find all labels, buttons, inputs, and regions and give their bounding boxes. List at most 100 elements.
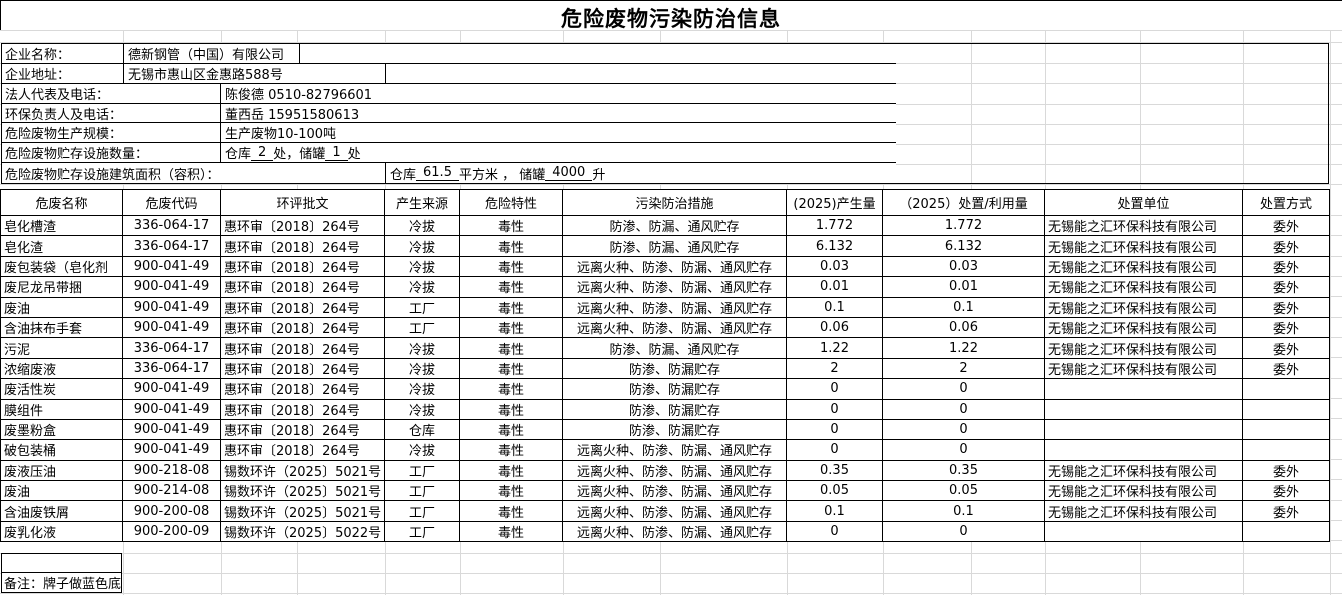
cell-source[interactable]: 仓库 bbox=[384, 418, 460, 441]
cell-approval[interactable]: 锡数环许（2025〕5022号 bbox=[220, 520, 385, 543]
cell-method[interactable] bbox=[1242, 520, 1330, 543]
cell-measures[interactable]: 远离火种、防渗、防漏、通风贮存 bbox=[562, 316, 787, 339]
cell-code[interactable]: 900-041-49 bbox=[122, 255, 221, 278]
cell-produced[interactable]: 0.05 bbox=[786, 480, 883, 502]
cell-code[interactable]: 900-041-49 bbox=[122, 398, 221, 420]
cell-approval[interactable]: 惠环审〔2018〕264号 bbox=[220, 337, 385, 359]
cell-measures[interactable]: 远离火种、防渗、防漏、通风贮存 bbox=[562, 520, 787, 543]
cell-hazard[interactable]: 毒性 bbox=[459, 316, 563, 339]
cell-approval[interactable]: 惠环审〔2018〕264号 bbox=[220, 214, 385, 237]
cell-hazard[interactable]: 毒性 bbox=[459, 357, 563, 380]
cell-unit[interactable]: 无锡能之汇环保科技有限公司 bbox=[1044, 316, 1243, 339]
cell-produced[interactable]: 0 bbox=[786, 418, 883, 441]
cell-method[interactable] bbox=[1242, 439, 1330, 461]
cell-disposed[interactable]: 1.22 bbox=[882, 337, 1045, 359]
cell-disposed[interactable]: 0 bbox=[882, 398, 1045, 420]
legal-representative-value[interactable]: 陈俊德 0510-82796601 bbox=[225, 87, 373, 103]
cell-source[interactable]: 工厂 bbox=[384, 480, 460, 502]
cell-source[interactable]: 冷拔 bbox=[384, 357, 460, 380]
cell-produced[interactable]: 0.06 bbox=[786, 316, 883, 339]
cell-unit[interactable]: 无锡能之汇环保科技有限公司 bbox=[1044, 357, 1243, 380]
cell-disposed[interactable]: 1.772 bbox=[882, 214, 1045, 237]
cell-source[interactable]: 工厂 bbox=[384, 296, 460, 318]
cell-name[interactable]: 废液压油 bbox=[0, 459, 123, 482]
cell-approval[interactable]: 惠环审〔2018〕264号 bbox=[220, 357, 385, 380]
cell-hazard[interactable]: 毒性 bbox=[459, 500, 563, 522]
cell-hazard[interactable]: 毒性 bbox=[459, 520, 563, 543]
cell-approval[interactable]: 惠环审〔2018〕264号 bbox=[220, 439, 385, 461]
production-scale-value[interactable]: 生产废物10-100吨 bbox=[225, 127, 337, 143]
cell-measures[interactable]: 防渗、防漏贮存 bbox=[562, 357, 787, 380]
cell-unit[interactable]: 无锡能之汇环保科技有限公司 bbox=[1044, 459, 1243, 482]
cell-approval[interactable]: 惠环审〔2018〕264号 bbox=[220, 316, 385, 339]
cell-produced[interactable]: 0.01 bbox=[786, 276, 883, 298]
cell-produced[interactable]: 0.1 bbox=[786, 296, 883, 318]
cell-approval[interactable]: 锡数环许（2025〕5021号 bbox=[220, 480, 385, 502]
cell-measures[interactable]: 防渗、防漏、通风贮存 bbox=[562, 235, 787, 257]
cell-measures[interactable]: 防渗、防漏、通风贮存 bbox=[562, 337, 787, 359]
cell-source[interactable]: 冷拔 bbox=[384, 235, 460, 257]
cell-name[interactable]: 浓缩废液 bbox=[0, 357, 123, 380]
cell-code[interactable]: 900-041-49 bbox=[122, 296, 221, 318]
cell-approval[interactable]: 惠环审〔2018〕264号 bbox=[220, 296, 385, 318]
cell-name[interactable]: 废尼龙吊带捆 bbox=[0, 276, 123, 298]
cell-hazard[interactable]: 毒性 bbox=[459, 276, 563, 298]
cell-code[interactable]: 900-214-08 bbox=[122, 480, 221, 502]
cell-disposed[interactable]: 0 bbox=[882, 520, 1045, 543]
cell-code[interactable]: 900-218-08 bbox=[122, 459, 221, 482]
storage-area-value[interactable]: 仓库 61.5 平方米 ， 储罐 4000 升 bbox=[386, 163, 896, 183]
cell-disposed[interactable]: 0.1 bbox=[882, 296, 1045, 318]
cell-name[interactable]: 含油废铁屑 bbox=[0, 500, 123, 522]
company-address-value[interactable]: 无锡市惠山区金惠路588号 bbox=[124, 63, 386, 83]
company-name-value[interactable]: 德新钢管（中国）有限公司 bbox=[124, 44, 300, 63]
cell-unit[interactable]: 无锡能之汇环保科技有限公司 bbox=[1044, 255, 1243, 278]
cell-produced[interactable]: 0.03 bbox=[786, 255, 883, 278]
cell-source[interactable]: 冷拔 bbox=[384, 398, 460, 420]
cell-hazard[interactable]: 毒性 bbox=[459, 296, 563, 318]
cell-name[interactable]: 废墨粉盒 bbox=[0, 418, 123, 441]
cell-unit[interactable]: 无锡能之汇环保科技有限公司 bbox=[1044, 276, 1243, 298]
cell-approval[interactable]: 惠环审〔2018〕264号 bbox=[220, 276, 385, 298]
cell-code[interactable]: 900-041-49 bbox=[122, 276, 221, 298]
cell-code[interactable]: 900-200-09 bbox=[122, 520, 221, 543]
cell-method[interactable] bbox=[1242, 378, 1330, 400]
cell-code[interactable]: 336-064-17 bbox=[122, 357, 221, 380]
cell-measures[interactable]: 远离火种、防渗、防漏、通风贮存 bbox=[562, 296, 787, 318]
cell-name[interactable]: 破包装桶 bbox=[0, 439, 123, 461]
cell-measures[interactable]: 远离火种、防渗、防漏、通风贮存 bbox=[562, 459, 787, 482]
cell-unit[interactable] bbox=[1044, 520, 1243, 543]
cell-approval[interactable]: 惠环审〔2018〕264号 bbox=[220, 378, 385, 400]
cell-hazard[interactable]: 毒性 bbox=[459, 439, 563, 461]
cell-code[interactable]: 900-041-49 bbox=[122, 418, 221, 441]
cell-name[interactable]: 污泥 bbox=[0, 337, 123, 359]
cell-disposed[interactable]: 0.01 bbox=[882, 276, 1045, 298]
empty-cell-box[interactable] bbox=[1, 553, 122, 573]
cell-source[interactable]: 工厂 bbox=[384, 459, 460, 482]
cell-code[interactable]: 336-064-17 bbox=[122, 337, 221, 359]
cell-method[interactable]: 委外 bbox=[1242, 255, 1330, 278]
cell-unit[interactable]: 无锡能之汇环保科技有限公司 bbox=[1044, 214, 1243, 237]
cell-name[interactable]: 废包装袋（皂化剂 bbox=[0, 255, 123, 278]
cell-method[interactable]: 委外 bbox=[1242, 316, 1330, 339]
cell-hazard[interactable]: 毒性 bbox=[459, 235, 563, 257]
cell-code[interactable]: 900-200-08 bbox=[122, 500, 221, 522]
cell-source[interactable]: 冷拔 bbox=[384, 337, 460, 359]
cell-disposed[interactable]: 2 bbox=[882, 357, 1045, 380]
cell-disposed[interactable]: 0.1 bbox=[882, 500, 1045, 522]
cell-source[interactable]: 冷拔 bbox=[384, 214, 460, 237]
cell-measures[interactable]: 远离火种、防渗、防漏、通风贮存 bbox=[562, 276, 787, 298]
cell-unit[interactable] bbox=[1044, 439, 1243, 461]
cell-produced[interactable]: 0 bbox=[786, 378, 883, 400]
cell-produced[interactable]: 0.35 bbox=[786, 459, 883, 482]
cell-method[interactable]: 委外 bbox=[1242, 480, 1330, 502]
cell-measures[interactable]: 远离火种、防渗、防漏、通风贮存 bbox=[562, 439, 787, 461]
cell-disposed[interactable]: 0.03 bbox=[882, 255, 1045, 278]
cell-unit[interactable]: 无锡能之汇环保科技有限公司 bbox=[1044, 500, 1243, 522]
cell-produced[interactable]: 0 bbox=[786, 520, 883, 543]
cell-hazard[interactable]: 毒性 bbox=[459, 459, 563, 482]
storage-count-value[interactable]: 仓库 2 处，储罐 1 处 bbox=[221, 143, 896, 163]
cell-measures[interactable]: 远离火种、防渗、防漏、通风贮存 bbox=[562, 500, 787, 522]
cell-disposed[interactable]: 0.06 bbox=[882, 316, 1045, 339]
cell-disposed[interactable]: 0 bbox=[882, 378, 1045, 400]
cell-produced[interactable]: 0 bbox=[786, 398, 883, 420]
